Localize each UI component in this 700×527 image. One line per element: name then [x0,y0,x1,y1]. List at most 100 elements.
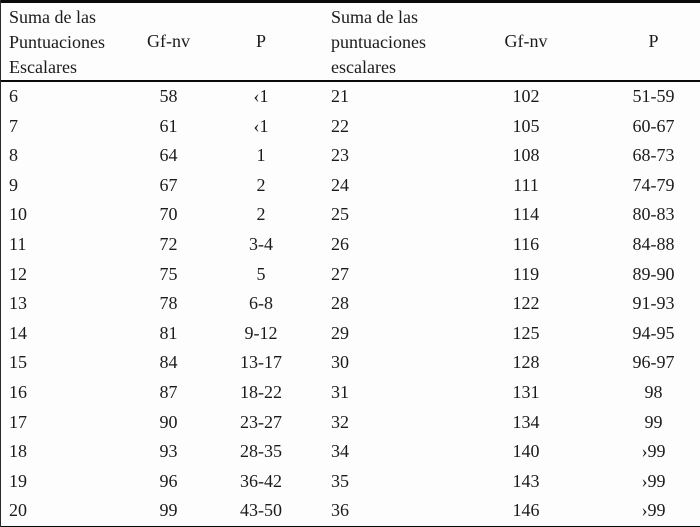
left-gfnv-cell: 90 [159,411,178,432]
left-gfnv-cell: 78 [159,293,178,314]
table-row: 20 99 43-50 36 146 ›99 [1,496,700,527]
left-gfnv-cell: 81 [159,322,178,343]
right-percentile-cell: 96-97 [632,352,675,373]
header-right-p: P [606,1,700,82]
table-row: 6 58 ‹1 21 102 51-59 [1,81,700,112]
left-gfnv-cell: 58 [159,86,178,106]
right-sum-cell: 24 [331,174,349,195]
right-gfnv-cell: 114 [512,204,540,225]
header-left-sum-line3: Escalares [9,57,77,77]
left-percentile-cell: 36-42 [240,470,282,491]
left-percentile-cell: 18-22 [240,381,282,402]
right-percentile-cell: 60-67 [632,115,675,136]
right-gfnv-cell: 108 [512,145,540,166]
left-percentile-cell: 43-50 [240,500,282,521]
header-left-sum-line1: Suma de las [9,7,96,27]
left-sum-cell: 15 [9,352,27,373]
left-sum-cell: 10 [9,204,27,225]
right-percentile-cell: ›99 [641,500,666,521]
left-percentile-cell: 5 [256,263,266,284]
right-sum-cell: 36 [331,500,349,521]
right-sum-cell: 31 [331,381,349,402]
right-gfnv-cell: 102 [512,86,540,106]
table-row: 11 72 3-4 26 116 84-88 [1,230,700,260]
right-gfnv-cell: 134 [512,411,540,432]
right-sum-cell: 27 [331,263,349,284]
left-percentile-cell: 1 [256,145,266,166]
left-sum-cell: 19 [9,470,27,491]
left-sum-cell: 12 [9,263,27,284]
left-percentile-cell: 28-35 [240,441,282,462]
right-sum-cell: 21 [331,86,349,106]
right-sum-cell: 35 [331,470,349,491]
left-sum-cell: 7 [9,115,18,136]
left-gfnv-cell: 87 [159,381,178,402]
right-sum-cell: 29 [331,322,349,343]
header-right-sum-line2: puntuaciones [331,32,426,52]
left-sum-cell: 9 [9,174,18,195]
left-gfnv-cell: 84 [159,352,178,373]
left-percentile-cell: ‹1 [253,86,269,106]
left-gfnv-cell: 67 [159,174,178,195]
right-percentile-cell: 91-93 [632,293,675,314]
right-gfnv-cell: 146 [512,500,540,521]
table-row: 8 64 1 23 108 68-73 [1,141,700,171]
left-sum-cell: 13 [9,293,27,314]
table-row: 14 81 9-12 29 125 94-95 [1,319,700,349]
right-sum-cell: 30 [331,352,349,373]
right-sum-cell: 28 [331,293,349,314]
header-right-gfnv: Gf-nv [446,1,606,82]
left-percentile-cell: 13-17 [240,352,282,373]
right-gfnv-cell: 111 [513,174,539,195]
left-sum-cell: 14 [9,322,27,343]
header-row: Suma de las Puntuaciones Escalares Gf-nv… [1,1,700,82]
right-percentile-cell: 80-83 [632,204,675,225]
header-right-sum: Suma de las puntuaciones escalares [301,1,446,82]
left-sum-cell: 20 [9,500,27,521]
right-gfnv-cell: 128 [512,352,540,373]
left-sum-cell: 6 [9,86,18,106]
left-gfnv-cell: 72 [159,233,178,254]
table-row: 7 61 ‹1 22 105 60-67 [1,112,700,142]
table-row: 10 70 2 25 114 80-83 [1,200,700,230]
left-percentile-cell: 23-27 [240,411,282,432]
left-sum-cell: 11 [9,233,27,254]
left-percentile-cell: 6-8 [249,293,273,314]
table-row: 9 67 2 24 111 74-79 [1,171,700,201]
right-sum-cell: 26 [331,233,349,254]
table-row: 15 84 13-17 30 128 96-97 [1,348,700,378]
table-row: 19 96 36-42 35 143 ›99 [1,467,700,497]
header-left-sum-line2: Puntuaciones [9,32,105,52]
left-gfnv-cell: 61 [159,115,178,136]
header-right-sum-line3: escalares [331,57,396,77]
right-gfnv-cell: 116 [512,233,540,254]
left-gfnv-cell: 64 [159,145,178,166]
left-gfnv-cell: 75 [159,263,178,284]
right-percentile-cell: 99 [644,411,663,432]
header-left-p: P [221,1,301,82]
right-gfnv-cell: 131 [512,381,540,402]
right-gfnv-cell: 105 [512,115,540,136]
table-row: 12 75 5 27 119 89-90 [1,260,700,290]
right-gfnv-cell: 125 [512,322,540,343]
right-gfnv-cell: 143 [512,470,540,491]
left-sum-cell: 8 [9,145,18,166]
left-sum-cell: 17 [9,411,27,432]
right-percentile-cell: 68-73 [632,145,675,166]
header-right-sum-line1: Suma de las [331,7,418,27]
right-percentile-cell: 51-59 [632,86,675,106]
right-sum-cell: 22 [331,115,349,136]
left-gfnv-cell: 96 [159,470,178,491]
right-percentile-cell: 74-79 [632,174,675,195]
right-percentile-cell: ›99 [641,441,666,462]
right-percentile-cell: 84-88 [632,233,675,254]
right-gfnv-cell: 122 [512,293,540,314]
table-row: 17 90 23-27 32 134 99 [1,408,700,438]
left-percentile-cell: 2 [256,174,266,195]
left-percentile-cell: 2 [256,204,266,225]
table-row: 18 93 28-35 34 140 ›99 [1,437,700,467]
header-left-sum: Suma de las Puntuaciones Escalares [1,1,116,82]
table-header: Suma de las Puntuaciones Escalares Gf-nv… [1,1,700,82]
